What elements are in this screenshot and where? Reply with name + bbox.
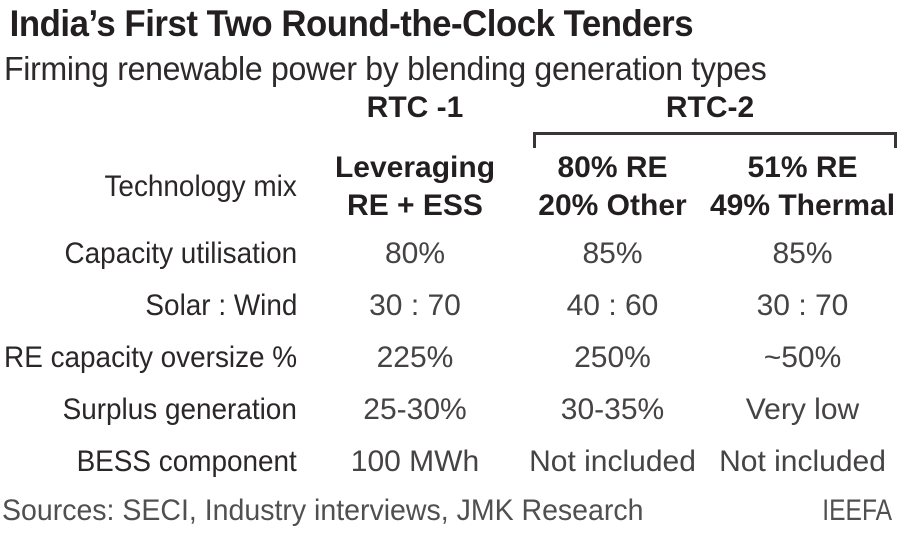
row-label-surplus-generation: Surplus generation [0,384,310,436]
table-cell: 100 MWh [350,445,480,478]
row-label-text: Technology mix [104,170,297,203]
row-label-text: RE capacity oversize % [3,341,297,374]
header-spacer [0,90,310,126]
row-label-text: Solar : Wind [145,289,297,322]
cell-lines: 51% RE 49% Thermal [710,149,895,225]
row-label-bess-component: BESS component [0,436,310,488]
bracket-spacer [0,126,520,146]
row-label-text: Surplus generation [62,393,297,426]
table-cell: 30 : 70 [369,289,461,322]
cell-line: 80% RE [557,151,668,184]
row-label-text: Capacity utilisation [64,237,297,270]
table-cell: 30 : 70 [756,289,849,322]
column-header-rtc2: RTC-2 [665,91,755,124]
row-label-re-capacity-oversize: RE capacity oversize % [0,332,310,384]
cell-techmix-rtc2b: 51% RE 49% Thermal [705,146,900,228]
cell-line: 49% Thermal [709,189,896,222]
row-label-solar-wind: Solar : Wind [0,280,310,332]
cell-lines: 80% RE 20% Other [538,149,686,225]
table-cell: Not included [719,445,886,478]
table-cell: Not included [529,445,696,478]
rtc2-group-bracket [533,132,897,148]
row-label-capacity-utilisation: Capacity utilisation [0,228,310,280]
sources-note: Sources: SECI, Industry interviews, JMK … [2,494,644,527]
table-cell: 80% [384,237,446,270]
table-cell: 225% [376,341,454,374]
table-cell: 40 : 60 [566,289,659,322]
column-header-rtc1: RTC -1 [366,91,464,124]
table-cell: 250% [574,341,651,374]
footer: Sources: SECI, Industry interviews, JMK … [0,488,900,540]
cell-line: 20% Other [538,189,687,222]
cell-techmix-rtc2a: 80% RE 20% Other [520,146,705,228]
table-cell: 85% [772,237,833,270]
cell-techmix-rtc1: Leveraging RE + ESS [310,146,520,228]
table-cell: ~50% [763,341,842,374]
page-title: India’s First Two Round-the-Clock Tender… [9,3,694,44]
cell-line: Leveraging [334,151,496,184]
header: India’s First Two Round-the-Clock Tender… [0,0,900,90]
table-cell: 25-30% [363,393,467,426]
tender-comparison-table: RTC -1 RTC-2 Technology mix Leveraging R… [0,90,900,488]
cell-line: RE + ESS [347,189,483,222]
row-label-technology-mix: Technology mix [0,146,310,228]
page-subtitle: Firming renewable power by blending gene… [4,50,767,87]
table-cell: Very low [745,393,860,426]
row-label-text: BESS component [76,445,297,478]
table-cell: 85% [582,237,643,270]
cell-line: 51% RE [747,151,858,184]
table-cell: 30-35% [560,393,665,426]
ieefa-logo: IEEFA [822,494,892,527]
cell-lines: Leveraging RE + ESS [335,149,495,225]
